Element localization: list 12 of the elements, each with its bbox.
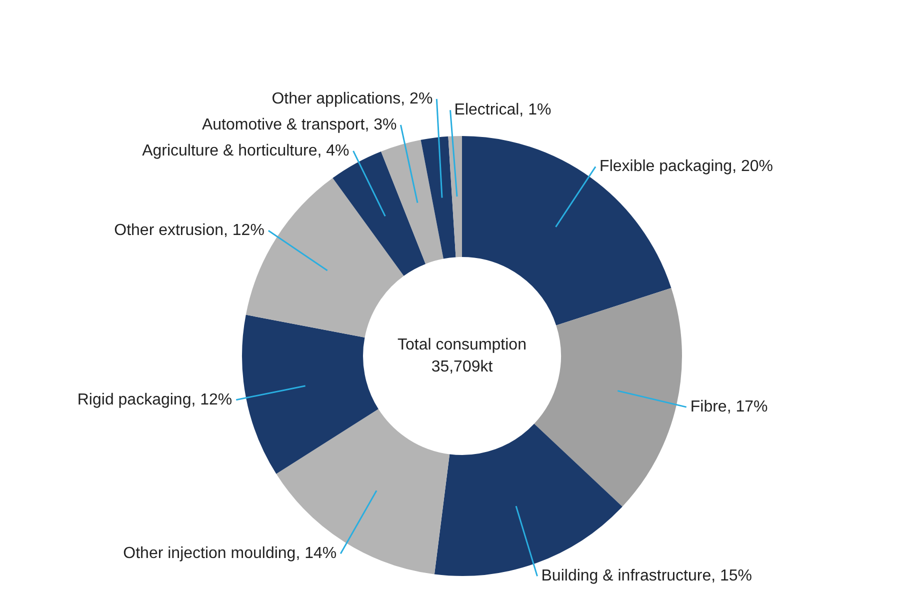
slice-label: Rigid packaging, 12% — [77, 391, 232, 408]
slice-label: Automotive & transport, 3% — [202, 116, 397, 134]
slice-label: Flexible packaging, 20% — [600, 158, 773, 176]
slice-label: Other injection moulding, 14% — [123, 544, 337, 562]
slice-label: Fibre, 17% — [690, 398, 768, 416]
slice-label: Other applications, 2% — [272, 90, 433, 108]
slice-label: Electrical, 1% — [454, 102, 552, 119]
slice-label: Building & infrastructure, 15% — [541, 568, 752, 585]
slice-label: Other extrusion, 12% — [114, 222, 264, 240]
text: 35,709kt — [431, 358, 494, 376]
slice-label: Agriculture & horticulture, 4% — [142, 142, 350, 160]
text: Total consumption — [398, 336, 526, 354]
